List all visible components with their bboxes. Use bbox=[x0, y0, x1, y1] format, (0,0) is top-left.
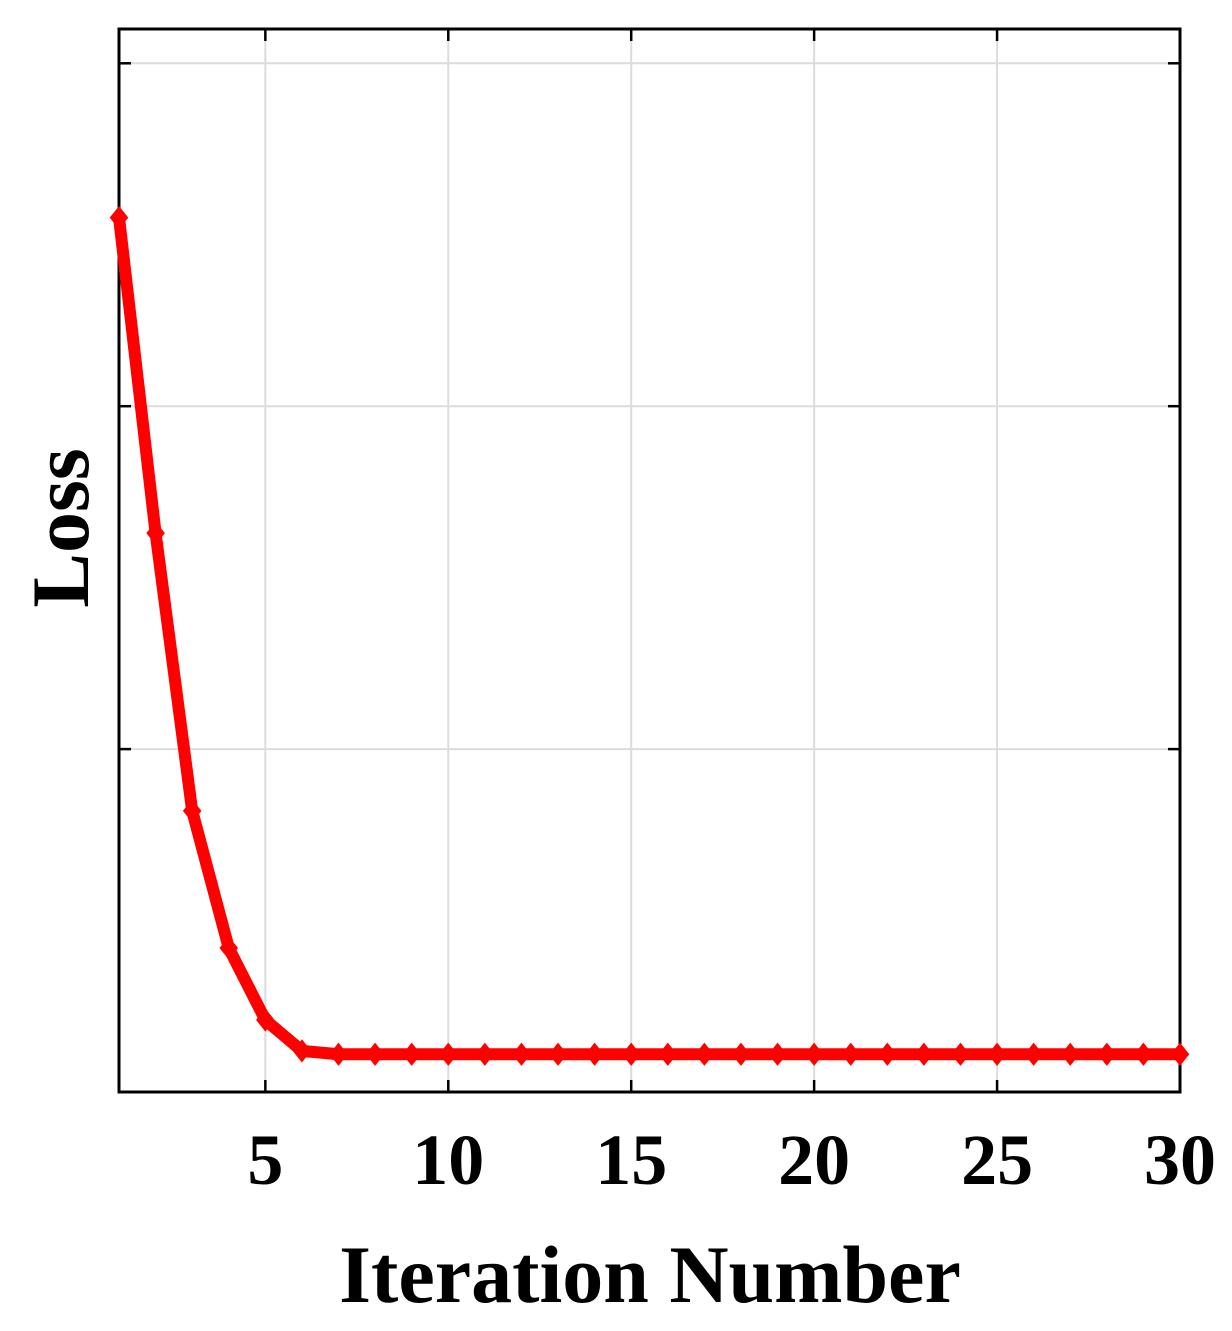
data-point-marker bbox=[402, 1042, 421, 1066]
grid-lines bbox=[119, 29, 1181, 1092]
data-point-marker bbox=[768, 1042, 787, 1066]
x-tick-labels: 5 10 15 20 25 30 bbox=[247, 1120, 1216, 1200]
data-point-marker bbox=[219, 936, 239, 960]
data-point-marker bbox=[256, 1008, 275, 1032]
data-point-marker bbox=[621, 1042, 641, 1066]
series-layer bbox=[109, 205, 1190, 1066]
data-point-marker bbox=[878, 1042, 897, 1066]
data-point-marker bbox=[1060, 1042, 1080, 1066]
x-tick-label: 15 bbox=[595, 1120, 667, 1200]
x-tick-label: 30 bbox=[1144, 1120, 1216, 1200]
data-point-marker bbox=[951, 1042, 970, 1066]
data-point-marker bbox=[365, 1042, 385, 1066]
data-point-marker bbox=[329, 1042, 348, 1066]
x-tick-label: 10 bbox=[412, 1120, 484, 1200]
data-point-marker bbox=[1170, 1042, 1190, 1066]
data-point-marker bbox=[109, 205, 129, 230]
data-point-marker bbox=[475, 1042, 495, 1066]
data-point-marker bbox=[987, 1042, 1007, 1066]
loss-line bbox=[113, 211, 1186, 1061]
data-point-marker bbox=[292, 1039, 312, 1063]
data-point-marker bbox=[585, 1042, 604, 1066]
data-point-marker bbox=[804, 1042, 824, 1066]
data-point-marker bbox=[1024, 1042, 1043, 1066]
data-point-marker bbox=[438, 1042, 458, 1066]
data-point-marker bbox=[841, 1042, 861, 1066]
data-point-marker bbox=[146, 521, 165, 545]
axis-ticks bbox=[119, 29, 1182, 1092]
plot-frame bbox=[117, 27, 1182, 1094]
data-point-marker bbox=[512, 1042, 531, 1066]
x-tick-label: 5 bbox=[247, 1120, 283, 1200]
data-point-marker bbox=[1134, 1042, 1153, 1066]
data-point-marker bbox=[1097, 1042, 1117, 1066]
x-tick-label: 25 bbox=[961, 1120, 1033, 1200]
data-point-marker bbox=[548, 1042, 568, 1066]
data-point-marker bbox=[182, 799, 202, 823]
x-tick-label: 20 bbox=[778, 1120, 850, 1200]
y-axis-label: Loss bbox=[15, 448, 106, 608]
data-point-marker bbox=[731, 1042, 751, 1066]
data-point-marker bbox=[658, 1042, 678, 1066]
data-point-marker bbox=[914, 1042, 934, 1066]
x-axis-label: Iteration Number bbox=[339, 1229, 961, 1320]
data-point-marker bbox=[695, 1042, 714, 1066]
